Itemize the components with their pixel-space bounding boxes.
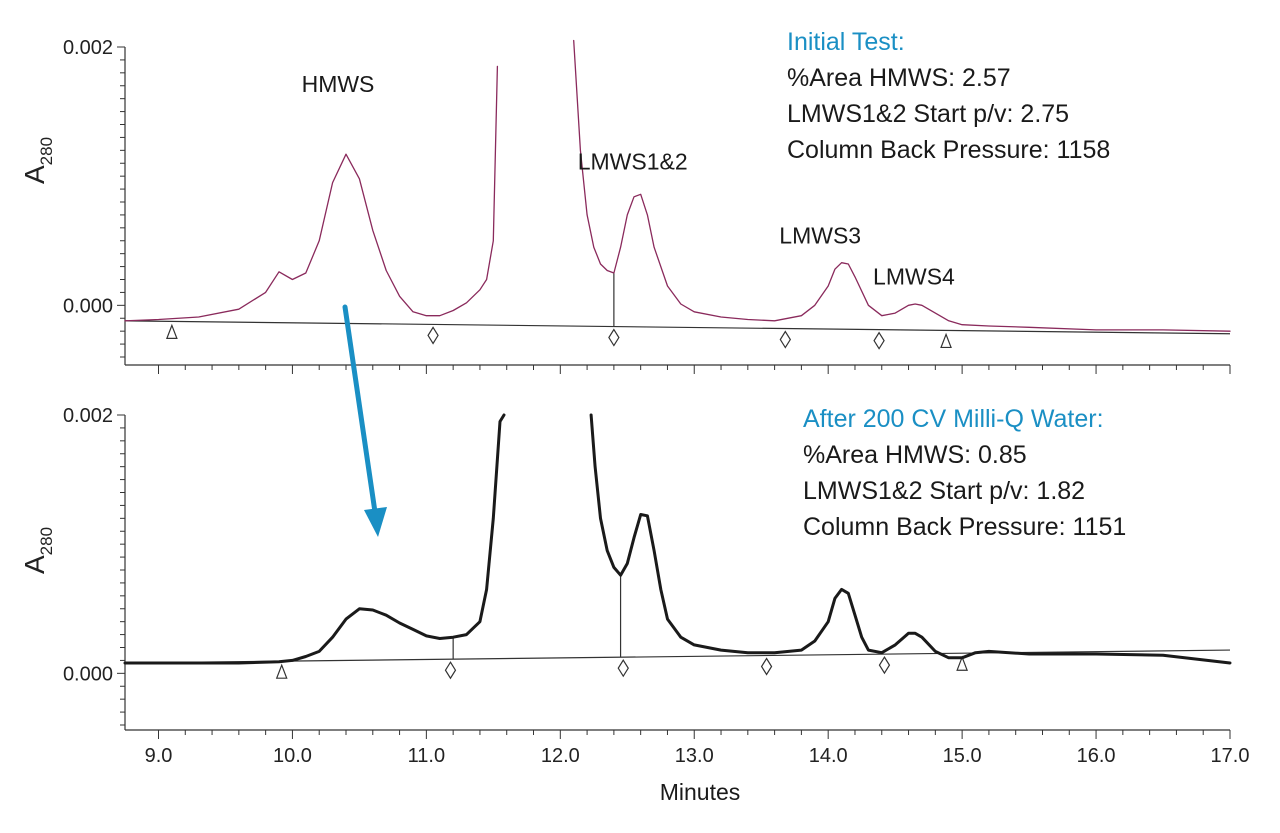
integration-baseline	[124, 320, 1231, 335]
integration-start-marker	[940, 332, 952, 349]
y-tick-label: 0.000	[63, 663, 113, 685]
chromatogram-trace	[124, 65, 499, 322]
integration-split-marker	[878, 655, 891, 675]
info-line: %Area HMWS: 2.57	[787, 64, 1011, 92]
info-line: %Area HMWS: 0.85	[803, 441, 1027, 469]
peak-label: HMWS	[302, 71, 375, 97]
panel-initial-test: 0.002 0.000 A280 HMWS LMWS1&2 LMWS3 LMWS4 Initi…	[19, 28, 1231, 374]
x-tick-label: 14.0	[809, 745, 848, 767]
info-line: LMWS1&2 Start p/v: 2.75	[787, 100, 1069, 128]
y-axis-label: A280	[19, 527, 56, 574]
integration-split-marker	[760, 657, 773, 676]
info-title: After 200 CV Milli-Q Water:	[803, 405, 1104, 433]
x-tick-label: 13.0	[675, 745, 714, 767]
y-axis-label-main: A	[19, 555, 50, 574]
hmws-reduction-arrow	[342, 304, 387, 537]
chromatogram-trace	[123, 413, 506, 665]
integration-start-marker	[166, 323, 178, 339]
peak-label: LMWS1&2	[578, 149, 688, 175]
x-tick-label: 16.0	[1077, 745, 1116, 767]
peak-label: LMWS3	[779, 222, 861, 248]
x-tick-label: 12.0	[541, 745, 580, 767]
panel-after-water: 0.002 0.000 9.0 10.0 11.0 12.0 13.0 14.0 15.0 16.…	[19, 405, 1249, 767]
integration-start-marker	[956, 655, 968, 671]
integration-split-marker	[608, 328, 620, 347]
chromatogram-trace	[589, 413, 1232, 665]
y-axis-label: A280	[19, 137, 56, 184]
y-tick-label: 0.002	[63, 405, 113, 427]
info-line: Column Back Pressure: 1158	[787, 136, 1110, 164]
x-tick-label: 15.0	[943, 745, 982, 767]
y-tick-label: 0.002	[63, 37, 113, 59]
chromatogram-trace	[573, 39, 1231, 332]
x-tick-label: 10.0	[273, 745, 312, 767]
y-axis-label-main: A	[19, 165, 50, 184]
integration-start-marker	[275, 663, 288, 679]
integration-split-marker	[617, 659, 629, 678]
y-axis-label-sub: 280	[37, 527, 56, 555]
integration-split-marker	[427, 326, 439, 345]
x-tick-label: 11.0	[408, 745, 445, 767]
info-line: Column Back Pressure: 1151	[803, 513, 1126, 541]
integration-split-marker	[779, 330, 792, 349]
x-tick-label: 9.0	[145, 745, 173, 767]
x-tick-label: 17.0	[1211, 745, 1250, 767]
y-tick-label: 0.000	[63, 295, 113, 317]
integration-split-marker	[444, 661, 457, 680]
y-axis-label-sub: 280	[37, 137, 56, 165]
info-title: Initial Test:	[787, 28, 905, 56]
integration-split-marker	[873, 331, 885, 350]
info-line: LMWS1&2 Start p/v: 1.82	[803, 477, 1085, 505]
x-axis-label: Minutes	[660, 779, 741, 805]
peak-label: LMWS4	[873, 264, 955, 290]
integration-baseline	[124, 649, 1231, 664]
